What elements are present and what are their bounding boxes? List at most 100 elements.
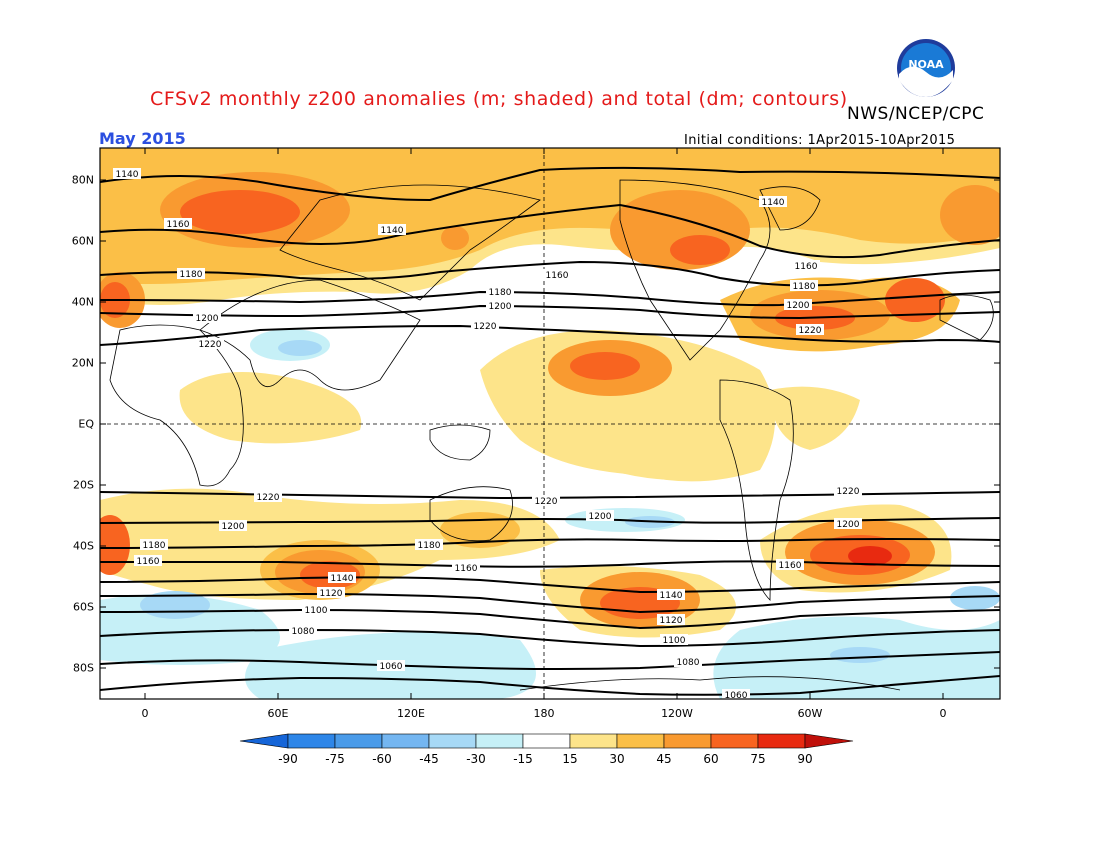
lat-label-eq: EQ (78, 417, 94, 431)
contour-label-bg (532, 495, 560, 506)
axis-ticks (100, 148, 1000, 699)
contour-label-bg (834, 485, 862, 496)
contour-label: 1180 (489, 288, 512, 298)
contour-label: 1200 (489, 302, 512, 312)
contour-label-bg (289, 625, 317, 636)
forecast-month: May 2015 (99, 129, 186, 148)
lat-label-40s: 40S (73, 539, 94, 553)
colorbar-level-label: 45 (656, 752, 672, 766)
contour-label: 1140 (331, 574, 354, 584)
contour-label: 1160 (137, 557, 160, 567)
lat-label-60n: 60N (71, 234, 94, 248)
contour-label-bg (378, 224, 406, 235)
contour-labels: 1140 1160 1180 1200 1220 1140 1160 1180 1200 1220… (113, 168, 862, 701)
contour-label-bg (543, 269, 571, 280)
contour-label: 1060 (725, 691, 748, 701)
lat-label-40n: 40N (71, 295, 94, 309)
colorbar-level-label: 30 (609, 752, 625, 766)
colorbar-level-label: -30 (466, 752, 486, 766)
contour-label-bg (486, 286, 514, 297)
contour-label-bg (660, 634, 688, 645)
contour-label-bg (722, 689, 750, 699)
lat-label-20n: 20N (71, 356, 94, 370)
contour-label: 1200 (222, 522, 245, 532)
height-contours (100, 166, 1000, 696)
lon-label-60e: 60E (267, 707, 289, 720)
contour-label-bg (834, 518, 862, 529)
anomaly-shading (100, 148, 1000, 699)
contour-label: 1100 (663, 636, 686, 646)
contour-label: 1220 (535, 497, 558, 507)
contour-label: 1160 (455, 564, 478, 574)
lon-label-60w: 60W (797, 707, 823, 720)
contour-label-bg (177, 268, 205, 279)
contour-label-bg (302, 604, 330, 615)
map-title: CFSv2 monthly z200 anomalies (m; shaded)… (150, 88, 848, 110)
contour-label: 1140 (116, 170, 139, 180)
contour-label: 1180 (418, 541, 441, 551)
lon-label-120e: 120E (397, 707, 425, 720)
contour-label-bg (759, 196, 787, 207)
contour-label-bg (486, 300, 514, 311)
contour-label-bg (792, 260, 820, 271)
contour-label-bg (776, 559, 804, 570)
colorbar-level-label: 75 (750, 752, 766, 766)
lon-label-180: 180 (533, 707, 555, 720)
lon-label-0-east: 0 (939, 707, 947, 720)
contour-label: 1180 (793, 282, 816, 292)
lat-label-80n: 80N (71, 173, 94, 187)
contour-label-bg (657, 614, 685, 625)
contour-label-bg (657, 589, 685, 600)
contour-label: 1160 (546, 271, 569, 281)
colorbar-level-label: -60 (372, 752, 392, 766)
contour-label-bg (784, 299, 812, 310)
contour-label: 1060 (380, 662, 403, 672)
contour-label-bg (196, 338, 224, 349)
contour-label: 1200 (787, 301, 810, 311)
lon-label-120w: 120W (661, 707, 693, 720)
colorbar-level-label: 90 (797, 752, 813, 766)
contour-label: 1220 (257, 493, 280, 503)
contour-label-bg (193, 312, 221, 323)
contour-label: 1200 (837, 520, 860, 530)
contour-label-bg (586, 510, 614, 521)
contour-label-bg (415, 539, 443, 550)
contour-label: 1120 (320, 589, 343, 599)
contour-label-bg (674, 656, 702, 667)
colorbar-level-label: -90 (278, 752, 298, 766)
colorbar-level-label: 60 (703, 752, 719, 766)
contour-label: 1140 (762, 198, 785, 208)
contour-label-bg (796, 324, 824, 335)
lon-label-0: 0 (141, 707, 149, 720)
contour-label: 1080 (292, 627, 315, 637)
contour-label: 1080 (677, 658, 700, 668)
contour-label-bg (254, 491, 282, 502)
lat-label-20s: 20S (73, 478, 94, 492)
credit-label: NWS/NCEP/CPC (847, 104, 985, 124)
colorbar-level-label: -45 (419, 752, 439, 766)
contour-label: 1220 (199, 340, 222, 350)
lat-label-80s: 80S (73, 661, 94, 675)
contour-label-bg (113, 168, 141, 179)
contour-label-bg (377, 660, 405, 671)
contour-label: 1160 (795, 262, 818, 272)
contour-label: 1200 (589, 512, 612, 522)
contour-label-bg (790, 280, 818, 291)
contour-label: 1180 (143, 541, 166, 551)
lat-label-60s: 60S (73, 600, 94, 614)
colorbar-level-label: -75 (325, 752, 345, 766)
initial-conditions: Initial conditions: 1Apr2015-10Apr2015 (684, 133, 956, 148)
colorbar-level-label: -15 (513, 752, 533, 766)
contour-label-bg (471, 320, 499, 331)
contour-label-bg (164, 218, 192, 229)
contour-label: 1160 (167, 220, 190, 230)
contour-label-bg (317, 587, 345, 598)
contour-label: 1140 (381, 226, 404, 236)
contour-label: 1180 (180, 270, 203, 280)
contour-label-bg (134, 555, 162, 566)
contour-label: 1220 (474, 322, 497, 332)
coastlines (109, 179, 994, 691)
contour-label: 1120 (660, 616, 683, 626)
contour-label: 1140 (660, 591, 683, 601)
